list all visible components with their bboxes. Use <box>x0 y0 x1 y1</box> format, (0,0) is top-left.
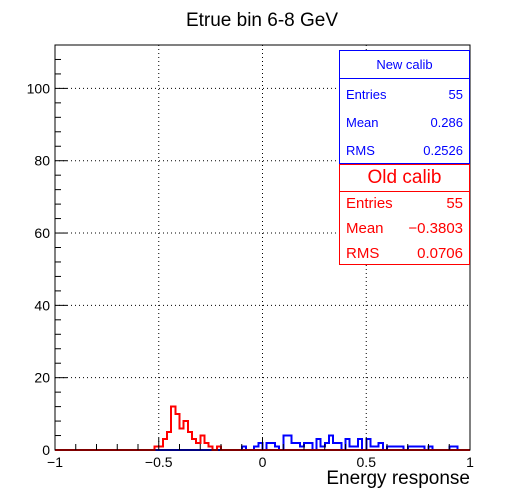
stats-label: RMS <box>346 143 375 158</box>
stats-divider <box>340 78 469 79</box>
stats-label: Entries <box>346 195 393 212</box>
x-tick-label: 1 <box>466 454 474 470</box>
stats-row-rms: RMS 0.2526 <box>346 143 463 158</box>
x-tick-label: −1 <box>47 454 63 470</box>
stats-box-old-calib: Old calib Entries 55 Mean −0.3803 RMS 0.… <box>339 164 470 265</box>
x-axis-label: Energy response <box>326 468 470 489</box>
stats-row-mean: Mean −0.3803 <box>346 220 463 237</box>
stats-row-rms: RMS 0.0706 <box>346 245 463 262</box>
stats-title-new-calib: New calib <box>376 57 433 72</box>
chart-title: Etrue bin 6-8 GeV <box>186 10 338 31</box>
y-tick-label: 100 <box>27 80 51 96</box>
stats-divider <box>340 191 469 192</box>
axis-ticks: −1 −0.5 0 0.5 1 0 20 40 60 80 100 <box>27 44 474 470</box>
stats-label: Mean <box>346 220 384 237</box>
y-tick-label: 40 <box>34 297 50 313</box>
stats-row-entries: Entries 55 <box>346 87 463 102</box>
stats-row-mean: Mean 0.286 <box>346 115 463 130</box>
stats-label: RMS <box>346 245 380 262</box>
stats-value: 55 <box>448 87 463 102</box>
stats-label: Entries <box>346 87 387 102</box>
stats-value: 0.2526 <box>423 143 463 158</box>
x-tick-label: 0 <box>259 454 267 470</box>
stats-value: 0.0706 <box>417 245 463 262</box>
stats-label: Mean <box>346 115 379 130</box>
stats-title-old-calib: Old calib <box>367 167 442 188</box>
y-tick-label: 0 <box>42 442 50 458</box>
y-tick-label: 20 <box>34 370 50 386</box>
y-tick-label: 60 <box>34 225 50 241</box>
stats-box-new-calib: New calib Entries 55 Mean 0.286 RMS 0.25… <box>339 50 470 164</box>
stats-value: 0.286 <box>430 115 463 130</box>
y-tick-label: 80 <box>34 153 50 169</box>
stats-row-entries: Entries 55 <box>346 195 463 212</box>
stats-value: −0.3803 <box>408 220 463 237</box>
x-tick-label: 0.5 <box>357 454 377 470</box>
stats-value: 55 <box>446 195 463 212</box>
x-tick-label: −0.5 <box>145 454 173 470</box>
